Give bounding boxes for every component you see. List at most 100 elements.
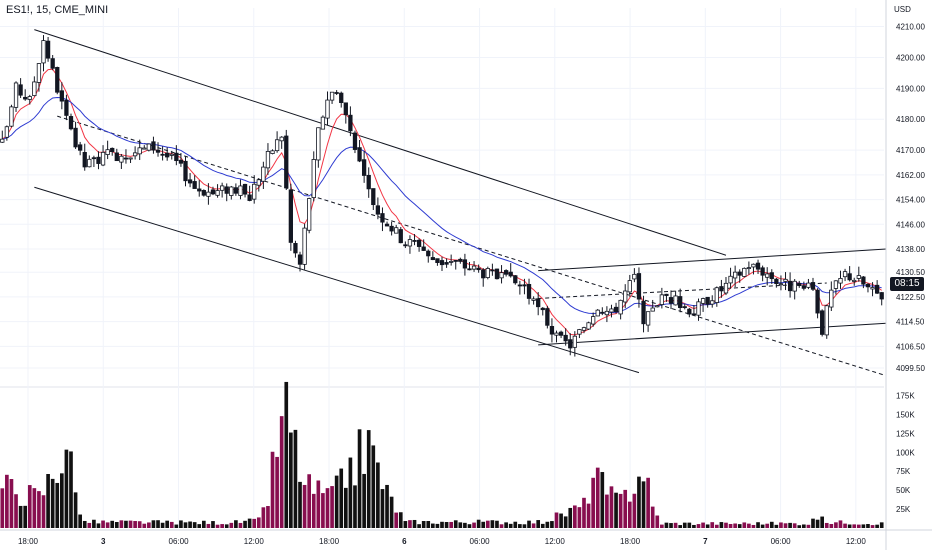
candle[interactable] — [334, 90, 339, 95]
candle[interactable] — [96, 151, 101, 170]
candle[interactable] — [581, 326, 587, 334]
candle[interactable] — [604, 306, 610, 323]
candle[interactable] — [160, 146, 165, 161]
time-axis[interactable]: 18:00 3 06:00 12:00 18:00 6 06:00 12:00 18:00 7 06… — [0, 529, 932, 546]
candle[interactable] — [453, 259, 458, 270]
candle[interactable] — [426, 249, 431, 263]
candle[interactable] — [142, 145, 147, 150]
candle[interactable] — [856, 266, 861, 282]
candle[interactable] — [394, 224, 399, 234]
candle[interactable] — [274, 131, 280, 153]
candle[interactable] — [554, 330, 559, 343]
candle[interactable] — [165, 147, 170, 161]
candle[interactable] — [192, 175, 197, 189]
candle[interactable] — [128, 157, 133, 163]
candle[interactable] — [0, 130, 5, 143]
candle[interactable] — [114, 148, 119, 162]
candle[interactable] — [645, 311, 651, 332]
candle[interactable] — [485, 266, 490, 280]
candle[interactable] — [714, 286, 719, 307]
candle[interactable] — [494, 268, 500, 280]
candle[interactable] — [568, 333, 573, 356]
candle[interactable] — [348, 106, 353, 137]
candle[interactable] — [178, 152, 184, 167]
candle[interactable] — [247, 185, 252, 202]
candle[interactable] — [517, 280, 523, 295]
candle[interactable] — [343, 102, 348, 124]
candle[interactable] — [449, 254, 454, 266]
candle[interactable] — [380, 207, 385, 232]
candle[interactable] — [123, 149, 129, 164]
candles[interactable] — [0, 35, 884, 357]
candle[interactable] — [618, 299, 623, 320]
trendlines[interactable] — [34, 29, 887, 377]
candle[interactable] — [105, 140, 110, 160]
candle[interactable] — [655, 304, 660, 308]
candle[interactable] — [444, 258, 449, 268]
candle[interactable] — [412, 234, 417, 246]
candle[interactable] — [664, 293, 669, 302]
candle[interactable] — [238, 179, 243, 200]
candle[interactable] — [36, 63, 42, 92]
candle[interactable] — [339, 91, 344, 108]
candle[interactable] — [687, 307, 692, 318]
volume-axis[interactable]: 175K 150K 125K 100K 75K 50K 25K — [896, 392, 915, 515]
candle[interactable] — [471, 261, 477, 272]
candle[interactable] — [526, 278, 532, 305]
candle[interactable] — [490, 263, 495, 276]
candle[interactable] — [137, 139, 142, 161]
candle[interactable] — [778, 275, 784, 291]
candle[interactable] — [233, 183, 239, 196]
candle[interactable] — [742, 267, 747, 278]
candle[interactable] — [879, 291, 884, 306]
candle[interactable] — [641, 295, 646, 333]
candle[interactable] — [705, 296, 710, 308]
candle[interactable] — [737, 269, 742, 283]
candle[interactable] — [357, 139, 362, 163]
candle[interactable] — [765, 267, 770, 286]
candle[interactable] — [169, 150, 174, 160]
candle[interactable] — [852, 277, 857, 286]
candle[interactable] — [458, 257, 463, 264]
candle[interactable] — [82, 143, 87, 171]
candle[interactable] — [229, 185, 234, 200]
candle[interactable] — [728, 267, 733, 289]
candle[interactable] — [769, 269, 774, 284]
candle[interactable] — [636, 267, 642, 308]
candle[interactable] — [187, 173, 193, 188]
candle[interactable] — [847, 266, 852, 282]
candle[interactable] — [801, 281, 806, 291]
candle[interactable] — [384, 221, 390, 227]
candle[interactable] — [146, 143, 152, 152]
candle[interactable] — [4, 125, 10, 141]
candle[interactable] — [430, 251, 435, 261]
candle[interactable] — [435, 258, 440, 266]
candle[interactable] — [293, 240, 298, 258]
range-top-line[interactable] — [538, 248, 887, 272]
candle[interactable] — [68, 113, 74, 131]
candle[interactable] — [91, 155, 97, 167]
candle[interactable] — [201, 189, 206, 197]
candle[interactable] — [375, 197, 381, 220]
range-mid-line[interactable] — [538, 282, 827, 299]
candle[interactable] — [678, 288, 683, 313]
candle[interactable] — [627, 274, 632, 297]
candle[interactable] — [151, 136, 156, 154]
candle[interactable] — [865, 283, 871, 293]
candle[interactable] — [270, 149, 275, 155]
candle[interactable] — [224, 183, 229, 202]
candle[interactable] — [810, 277, 816, 291]
candle[interactable] — [783, 272, 788, 291]
candle[interactable] — [87, 155, 92, 168]
candle[interactable] — [73, 121, 78, 149]
candle[interactable] — [297, 251, 303, 272]
candle[interactable] — [45, 36, 51, 62]
candle[interactable] — [467, 261, 472, 271]
candle[interactable] — [710, 295, 715, 308]
candle[interactable] — [842, 268, 848, 282]
candle[interactable] — [215, 184, 220, 198]
candle[interactable] — [723, 277, 729, 296]
candle[interactable] — [531, 296, 536, 305]
candle[interactable] — [558, 330, 564, 339]
candle[interactable] — [820, 309, 825, 337]
